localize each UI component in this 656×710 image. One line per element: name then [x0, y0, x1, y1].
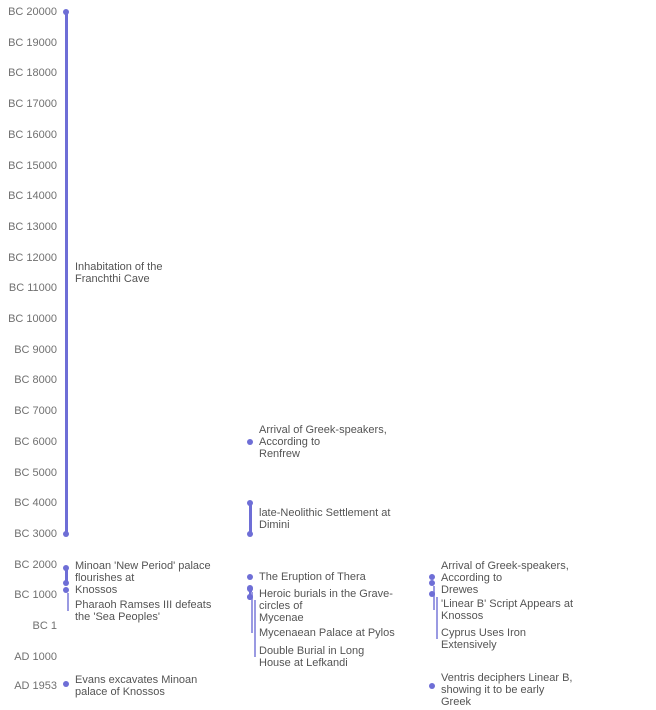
event-ventris-deciphers-label-line: Greek	[441, 695, 471, 708]
axis-tick-label: BC 4000	[14, 497, 57, 510]
axis-tick-label: BC 7000	[14, 405, 57, 418]
event-linear-b-appears-label: 'Linear B' Script Appears at Knossos	[441, 598, 573, 622]
axis-tick-label: BC 6000	[14, 435, 57, 448]
axis-tick-label: BC 19000	[8, 36, 57, 49]
axis-tick-label: AD 1953	[14, 680, 57, 692]
event-evans-knossos-label-line: Evans excavates Minoan	[75, 674, 198, 687]
event-pylos-palace-label: Mycenaean Palace at Pylos	[259, 627, 395, 639]
event-ramses-sea-peoples-label: Pharaoh Ramses III defeats the 'Sea Peopl…	[75, 599, 211, 623]
event-drewes-arrival-label-line: According to	[441, 571, 503, 584]
event-cyprus-iron-label: Cyprus Uses Iron Extensively	[441, 627, 526, 651]
event-minoan-new-period-label-line: flourishes at	[75, 572, 135, 585]
axis-tick-label: BC 2000	[14, 558, 57, 571]
event-pylos-palace-label-line: Mycenaean Palace at Pylos	[259, 627, 395, 640]
event-mycenae-grave-circles-label-line: circles of	[259, 600, 303, 613]
event-cyprus-iron-dot	[429, 590, 435, 597]
event-cyprus-iron-label-line: Cyprus Uses Iron	[441, 626, 526, 639]
event-renfrew-arrival-label: Arrival of Greek-speakers, According to Re…	[259, 424, 387, 460]
event-minoan-new-period-range-line	[64, 567, 68, 584]
event-renfrew-arrival-label-line: Renfrew	[259, 447, 300, 460]
axis-tick-label: BC 5000	[14, 466, 57, 479]
event-dimini-settlement-label-line: late-Neolithic Settlement at	[259, 506, 391, 519]
event-mycenae-grave-circles-label-line: Mycenae	[259, 612, 304, 625]
event-franchthi-cave-label-line: Inhabitation of the	[75, 260, 163, 273]
event-minoan-new-period-label-line: Minoan 'New Period' palace	[75, 560, 211, 573]
event-minoan-new-period-label-line: Knossos	[75, 584, 118, 597]
event-ventris-deciphers-label-line: Ventris deciphers Linear B,	[441, 671, 573, 684]
event-thera-eruption-label-line: The Eruption of Thera	[259, 570, 366, 583]
event-drewes-arrival-label-line: Arrival of Greek-speakers,	[441, 559, 569, 572]
event-cyprus-iron-label-line: Extensively	[441, 638, 497, 651]
event-ramses-sea-peoples-label-line: the 'Sea Peoples'	[75, 610, 160, 623]
event-drewes-arrival-label-line: Drewes	[441, 583, 479, 596]
event-linear-b-appears-leader-line	[433, 586, 435, 611]
event-dimini-settlement-end-dot	[247, 530, 253, 537]
event-dimini-settlement-range-line	[248, 503, 252, 534]
event-pylos-palace-dot	[247, 586, 253, 593]
event-evans-knossos-dot	[63, 681, 69, 688]
axis-tick-label: BC 10000	[8, 313, 57, 326]
event-lefkandi-burial-label-line: Double Burial in Long	[259, 644, 365, 657]
event-lefkandi-burial-leader-line	[254, 599, 256, 657]
event-cyprus-iron-leader-line	[436, 596, 438, 639]
axis-tick-label: BC 17000	[8, 98, 57, 111]
event-franchthi-cave-end-dot	[63, 530, 69, 537]
event-franchthi-cave-start-dot	[63, 9, 69, 15]
event-ramses-sea-peoples-leader-line	[67, 592, 69, 611]
axis-tick-label: BC 14000	[8, 190, 57, 203]
event-ramses-sea-peoples-label-line: Pharaoh Ramses III defeats	[75, 598, 212, 611]
event-minoan-new-period-end-dot	[63, 580, 69, 587]
event-renfrew-arrival-dot	[247, 438, 253, 445]
axis-tick-label: BC 3000	[14, 527, 57, 540]
event-lefkandi-burial-dot	[247, 593, 253, 600]
event-linear-b-appears-label-line: Knossos	[441, 610, 484, 623]
event-drewes-arrival-dot	[429, 573, 435, 580]
axis-tick-label: BC 1000	[14, 589, 57, 602]
event-franchthi-cave-label: Inhabitation of the Franchthi Cave	[75, 261, 162, 285]
axis-tick-label: BC 16000	[8, 128, 57, 141]
event-ventris-deciphers-label: Ventris deciphers Linear B, showing it to…	[441, 672, 572, 708]
axis-tick-label: BC 18000	[8, 67, 57, 80]
event-renfrew-arrival-label-line: According to	[259, 435, 321, 448]
event-drewes-arrival-label: Arrival of Greek-speakers, According to Dr…	[441, 560, 569, 596]
event-ventris-deciphers-label-line: showing it to be early	[441, 683, 545, 696]
event-franchthi-cave-label-line: Franchthi Cave	[75, 272, 150, 285]
axis-tick-label: BC 1	[32, 620, 57, 632]
event-minoan-new-period-label: Minoan 'New Period' palace flourishes at K…	[75, 560, 211, 596]
event-evans-knossos-label: Evans excavates Minoan palace of Knossos	[75, 674, 197, 698]
event-linear-b-appears-label-line: 'Linear B' Script Appears at	[441, 598, 573, 611]
axis-tick-label: BC 11000	[8, 282, 57, 295]
event-thera-eruption-label: The Eruption of Thera	[259, 571, 366, 583]
event-ramses-sea-peoples-dot	[63, 586, 69, 593]
axis-tick-label: BC 9000	[14, 343, 57, 356]
axis-tick-label: BC 8000	[14, 374, 57, 387]
event-evans-knossos-label-line: palace of Knossos	[75, 686, 165, 699]
event-linear-b-appears-dot	[429, 580, 435, 587]
axis-tick-label: BC 20000	[8, 6, 57, 18]
event-thera-eruption-dot	[247, 573, 253, 580]
axis-tick-label: BC 15000	[8, 159, 57, 172]
axis-tick-label: BC 12000	[8, 251, 57, 264]
event-dimini-settlement-label: late-Neolithic Settlement at Dimini	[259, 507, 390, 531]
event-lefkandi-burial-label: Double Burial in Long House at Lefkandi	[259, 645, 364, 669]
event-minoan-new-period-start-dot	[63, 564, 69, 571]
event-lefkandi-burial-label-line: House at Lefkandi	[259, 656, 348, 669]
event-mycenae-grave-circles-range-line	[248, 587, 252, 597]
axis-tick-label: AD 1000	[14, 650, 57, 663]
axis-tick-label: BC 13000	[8, 220, 57, 233]
event-dimini-settlement-start-dot	[247, 500, 253, 507]
event-mycenae-grave-circles-label: Heroic burials in the Grave-circles of My…	[259, 588, 393, 624]
event-pylos-palace-leader-line	[251, 592, 253, 634]
event-mycenae-grave-circles-label-line: Heroic burials in the Grave-	[259, 588, 393, 601]
event-renfrew-arrival-label-line: Arrival of Greek-speakers,	[259, 423, 387, 436]
event-ventris-deciphers-dot	[429, 682, 435, 689]
event-dimini-settlement-label-line: Dimini	[259, 518, 290, 531]
event-franchthi-cave-range-line	[64, 12, 68, 534]
